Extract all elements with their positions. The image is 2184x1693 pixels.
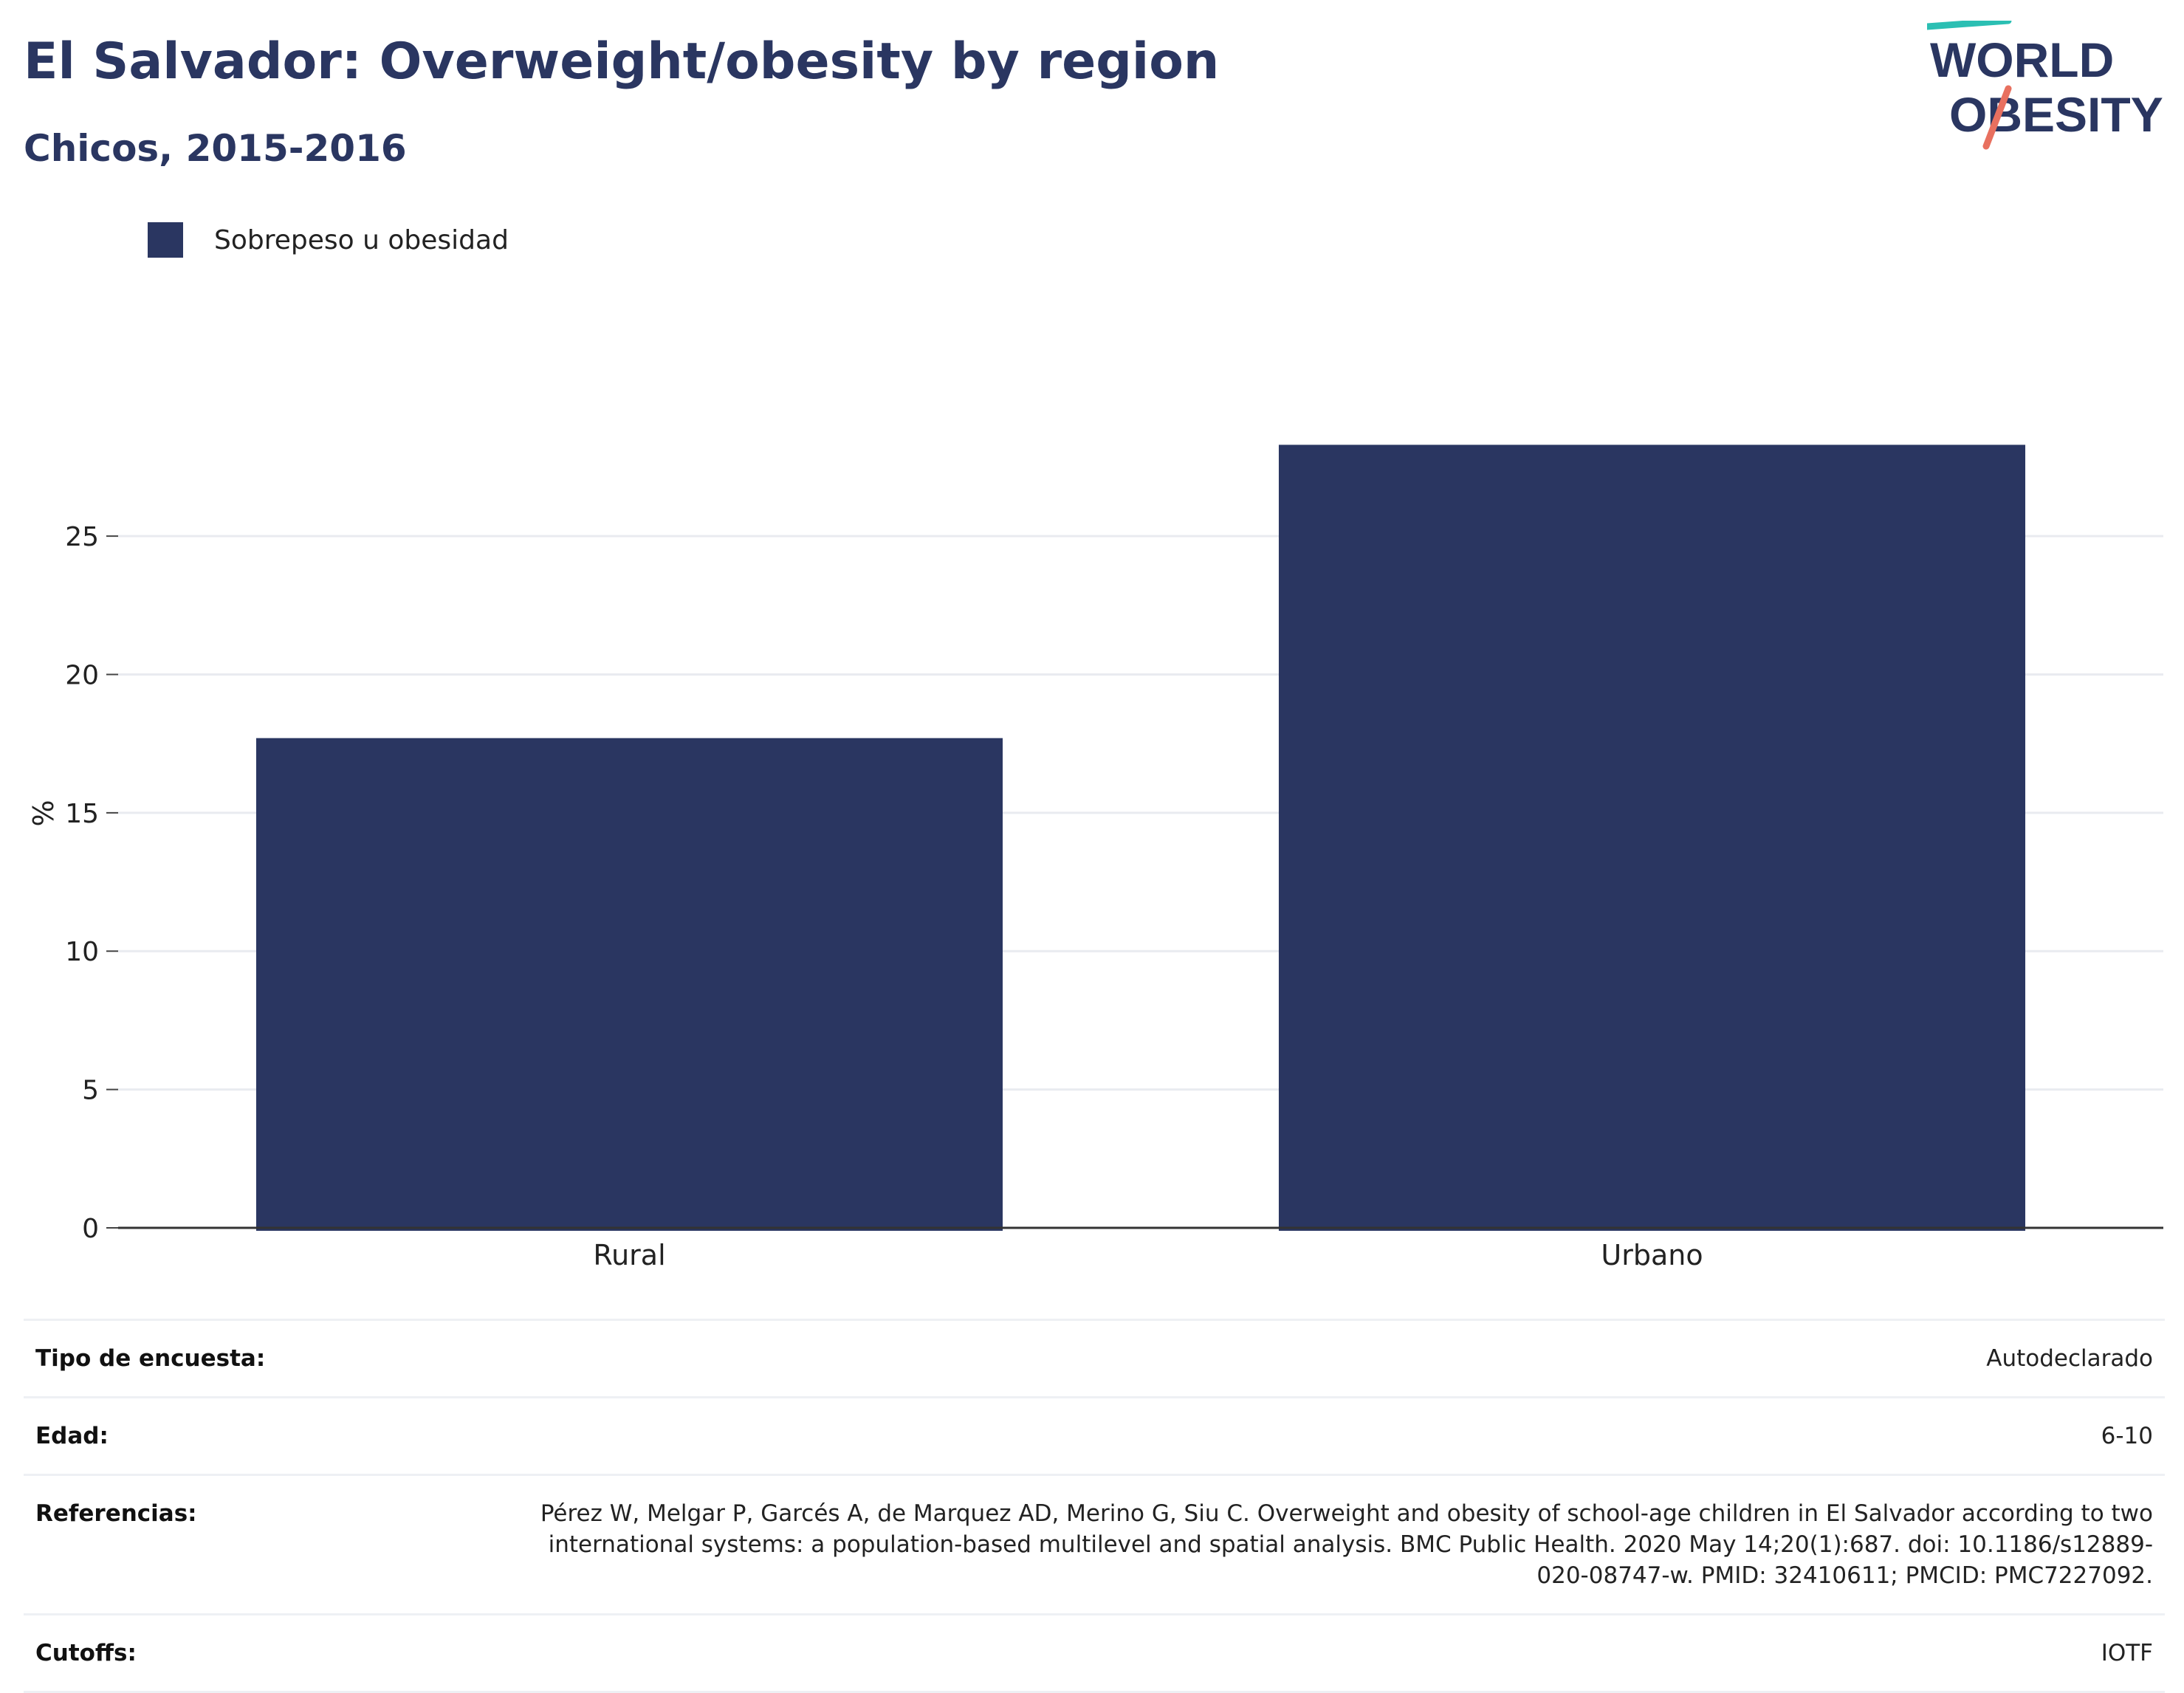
info-row-survey-type: Tipo de encuesta: Autodeclarado (24, 1321, 2165, 1398)
logo-coral-stroke (1982, 85, 2012, 150)
chart-subtitle: Chicos, 2015-2016 (24, 127, 407, 170)
logo-line2: OBESITY (1949, 87, 2163, 142)
chart-title: El Salvador: Overweight/obesity by regio… (24, 32, 1220, 91)
x-tick-label: Rural (593, 1239, 665, 1271)
y-tick-label: 15 (65, 799, 99, 829)
info-value: Pérez W, Melgar P, Garcés A, de Marquez … (540, 1500, 2153, 1589)
world-obesity-logo: WORLD OBESITY (1927, 21, 2163, 150)
legend: Sobrepeso u obesidad (148, 222, 509, 258)
info-row-age: Edad: 6-10 (24, 1398, 2165, 1476)
info-row-references: Referencias: Pérez W, Melgar P, Garcés A… (24, 1476, 2165, 1615)
bar-rural (255, 738, 1003, 1231)
info-label: Referencias: (35, 1500, 197, 1527)
info-row-cutoffs: Cutoffs: IOTF (24, 1615, 2165, 1693)
y-tick-label: 5 (82, 1076, 99, 1106)
y-axis-label: % (27, 800, 60, 826)
info-label: Cutoffs: (35, 1640, 137, 1666)
legend-label: Sobrepeso u obesidad (214, 224, 509, 255)
y-tick-label: 10 (65, 937, 99, 967)
bar-chart: 0 5 10 15 20 25% Rural Urbano (27, 444, 2163, 1271)
info-value: 6-10 (2101, 1423, 2153, 1449)
logo-teal-stroke (1927, 21, 2012, 30)
info-value: Autodeclarado (1986, 1345, 2153, 1372)
legend-swatch (148, 222, 183, 258)
info-label: Edad: (35, 1423, 109, 1449)
x-tick-label: Urbano (1601, 1239, 1703, 1271)
info-table: Tipo de encuesta: Autodeclarado Edad: 6-… (24, 1319, 2165, 1693)
info-value: IOTF (2101, 1640, 2153, 1666)
y-tick-label: 20 (65, 660, 99, 690)
logo-line1: WORLD (1930, 32, 2114, 87)
y-tick-label: 0 (82, 1214, 99, 1244)
y-tick-label: 25 (65, 522, 99, 552)
info-label: Tipo de encuesta: (35, 1345, 266, 1372)
bar-urbano (1278, 444, 2026, 1231)
